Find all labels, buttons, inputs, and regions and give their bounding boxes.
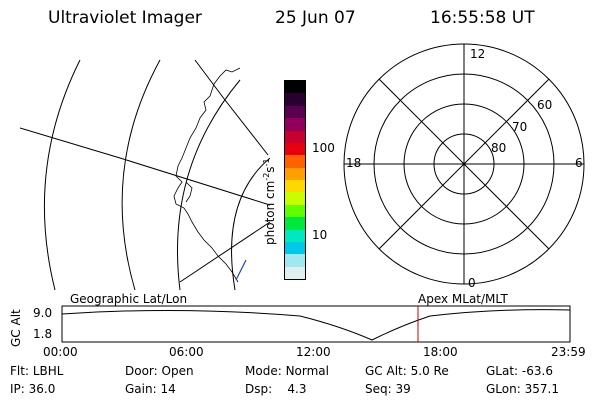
coastline [185,181,193,203]
ip-info: IP: 36.0 [10,382,56,396]
timeline-x-label: 12:00 [296,345,331,359]
lat-arc [121,59,161,290]
timeline-y-label-high: 9.0 [33,306,53,320]
coastline [173,67,241,283]
colorbar-segment [285,266,305,279]
timeline-axis-label: GC Alt [9,309,23,347]
mlt-label-12: 12 [470,47,486,61]
colorbar-segment [285,167,305,180]
track-segment [235,259,247,281]
colorbar-segment [285,105,305,119]
dsp-info: Dsp: 4.3 [245,382,307,396]
lat-arc [231,157,270,290]
mlt-label-18: 18 [346,156,362,170]
mode-info: Mode: Normal [245,364,329,378]
colorbar-segment [285,142,305,156]
mlt-label-0: 0 [468,276,476,290]
meridian-line [179,221,270,283]
colorbar-segment [285,241,305,255]
meridian-line [20,127,270,206]
meridian-line [194,59,269,156]
colorbar-segment [285,180,305,193]
lat-arc [177,79,241,290]
glat-info: GLat: -63.6 [486,364,553,378]
seq-info: Seq: 39 [365,382,411,396]
polar-plot [343,43,585,285]
mlt-label-6: 6 [575,156,583,170]
door-info: Door: Open [125,364,194,378]
colorbar [284,80,306,280]
colorbar-segment [285,204,305,218]
lat-label-60: 60 [537,98,553,112]
time-label: 16:55:58 UT [430,8,535,28]
timeline-left-caption: Geographic Lat/Lon [70,292,188,306]
timeline-right-caption: Apex MLat/MLT [418,292,508,306]
colorbar-segment [285,229,305,242]
colorbar-segment [285,192,305,205]
timeline-y-label-low: 1.8 [33,327,53,341]
colorbar-label: photon cm-2s-1 [262,158,277,245]
timeline-x-label: 23:59 [551,345,586,359]
colorbar-segment [285,93,305,106]
lat-label-80: 80 [491,141,507,155]
colorbar-tick-high: 100 [312,141,335,155]
filter-info: Flt: LBHL [10,364,64,378]
gain-info: Gain: 14 [125,382,176,396]
colorbar-segment [285,118,305,131]
lat-label-70: 70 [512,120,528,134]
timeline-x-label: 18:00 [423,345,458,359]
glon-info: GLon: 357.1 [486,382,559,396]
colorbar-segment [285,130,305,143]
timeline-x-label: 00:00 [43,345,78,359]
lat-arc [43,59,81,290]
colorbar-segment [285,217,305,230]
gcalt-info: GC Alt: 5.0 Re [365,364,449,378]
timeline-x-label: 06:00 [169,345,204,359]
colorbar-segment [285,155,305,168]
app-title: Ultraviolet Imager [48,8,202,28]
colorbar-tick-low: 10 [312,228,328,242]
date-label: 25 Jun 07 [275,8,356,28]
timeline-plot [61,305,571,343]
colorbar-segment [285,81,305,94]
colorbar-segment [285,254,305,267]
